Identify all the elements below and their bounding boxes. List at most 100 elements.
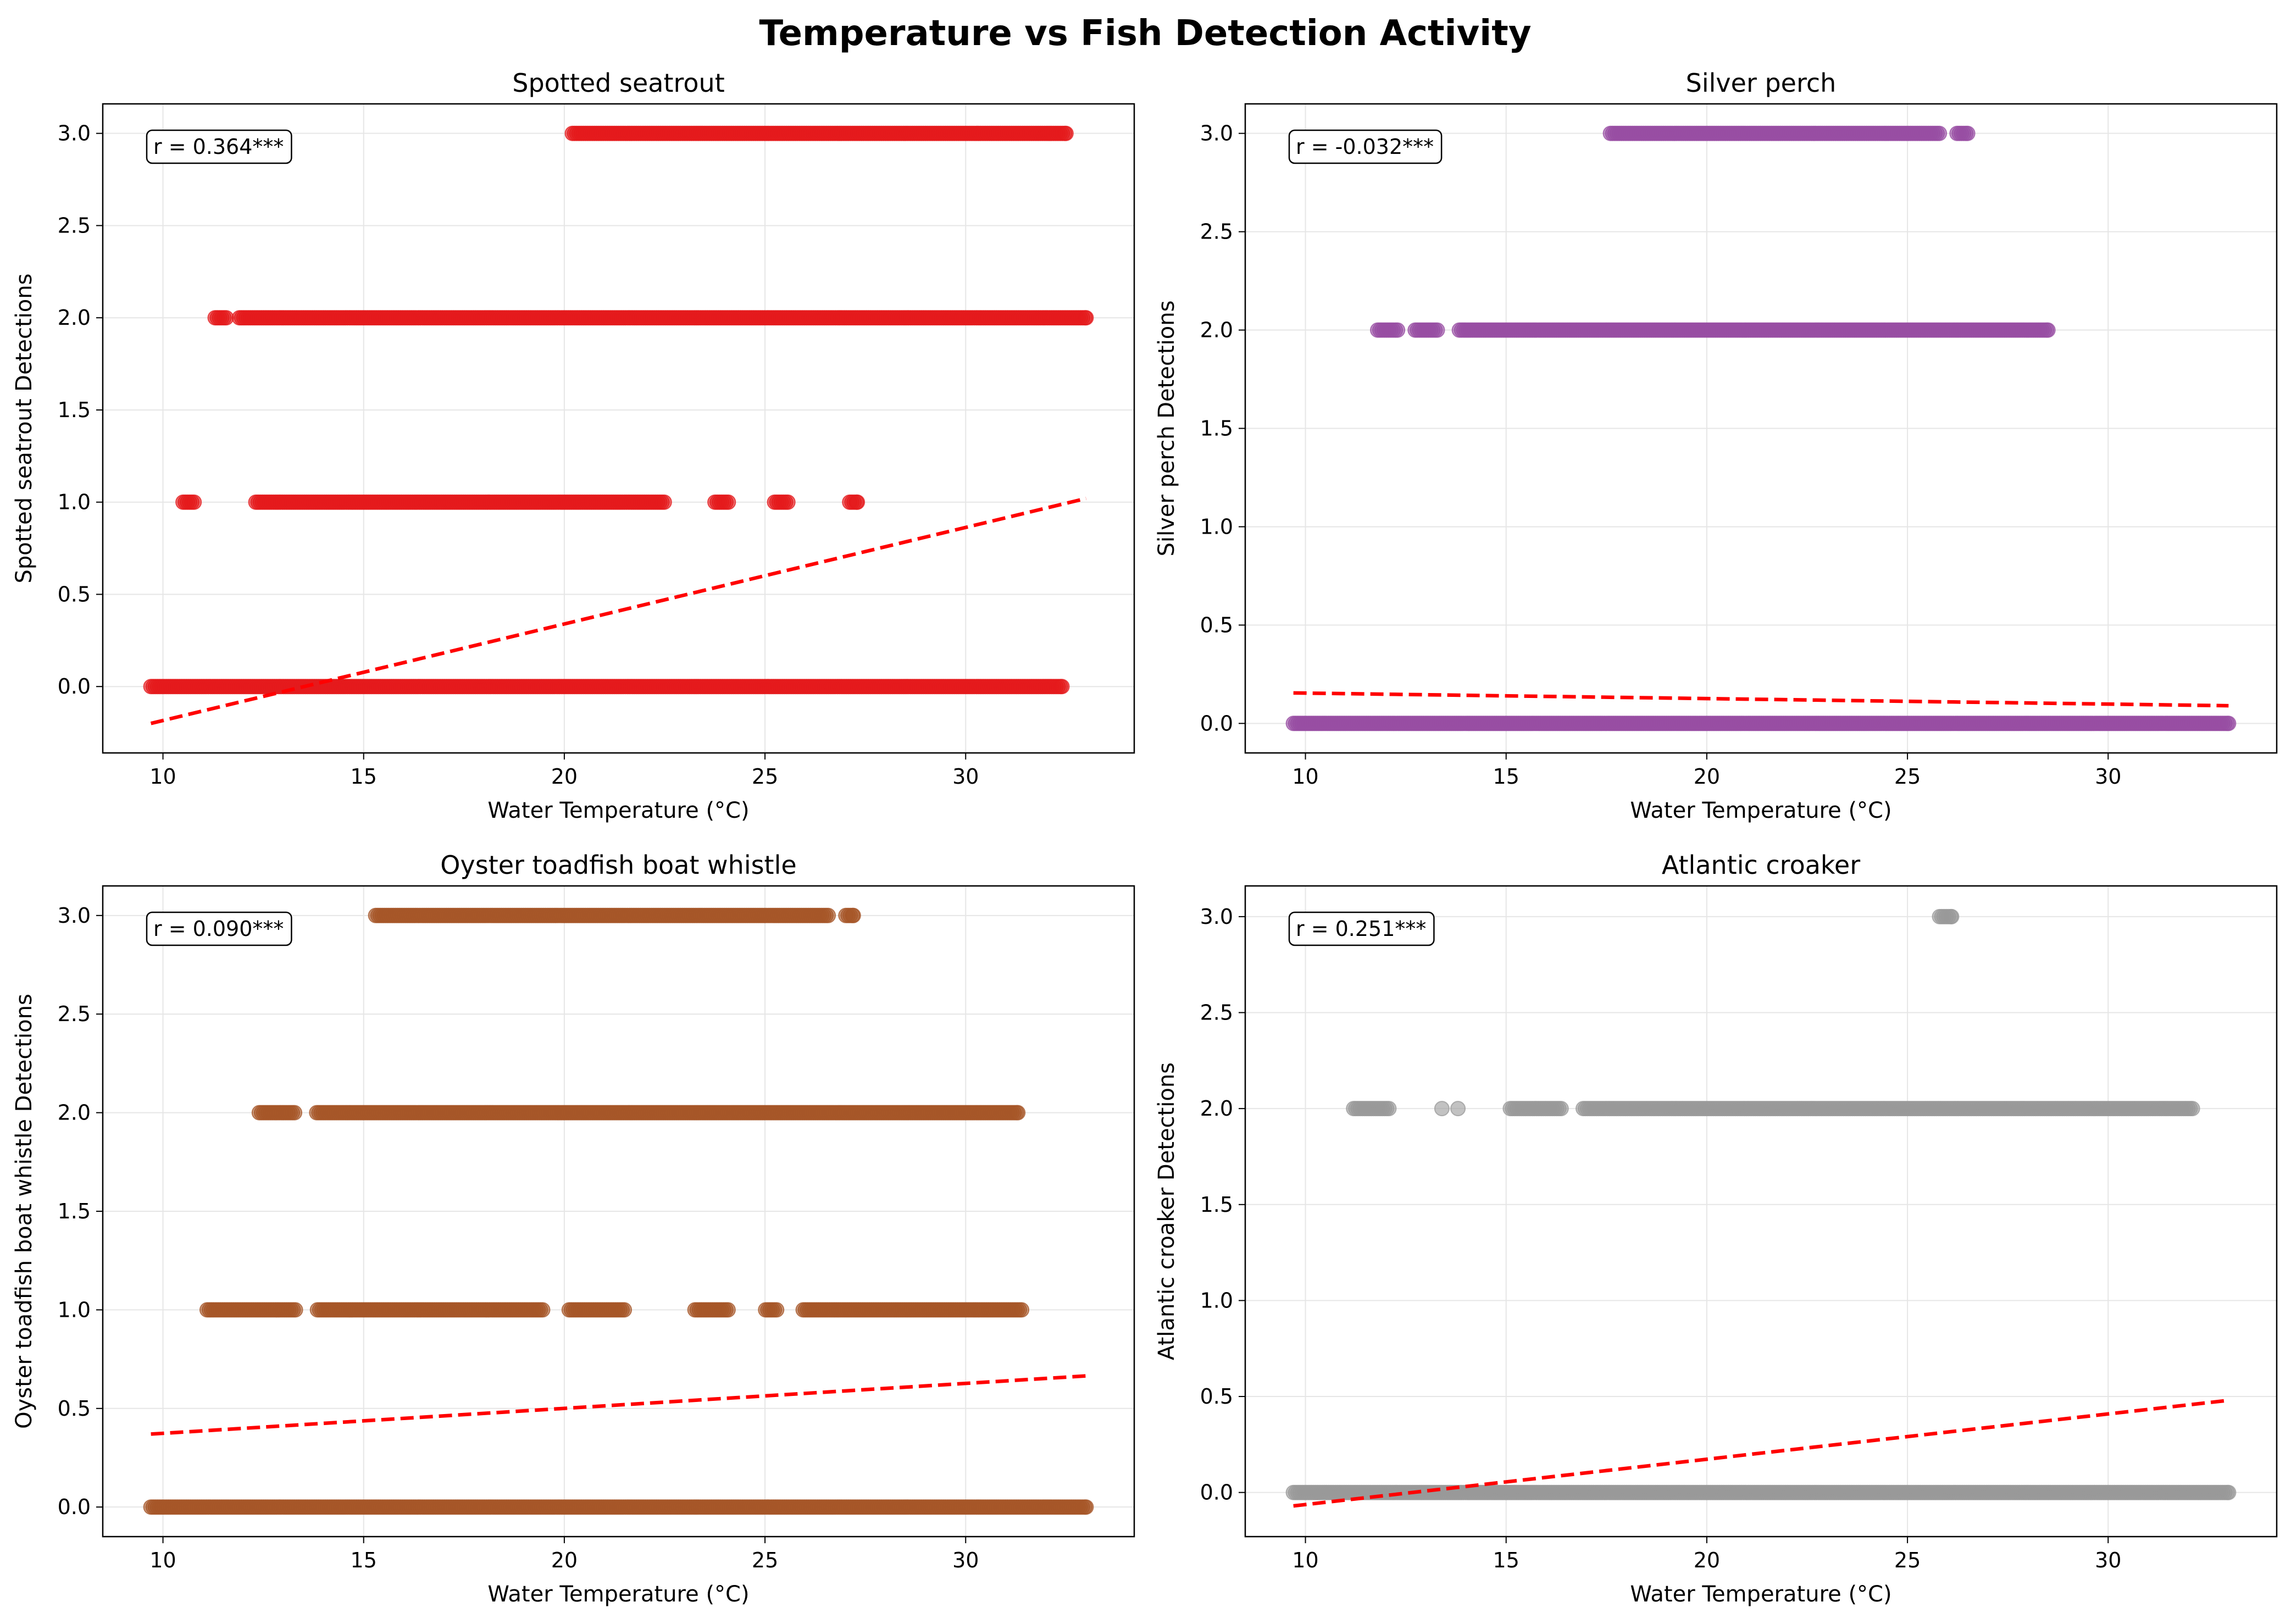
spotted-seatrout-x-tick-label: 20 (551, 764, 578, 789)
oyster-toadfish-x-tick-label: 25 (752, 1548, 778, 1572)
oyster-toadfish-subplot: 10 15 20 25 30 0.0 0.5 1.0 1.5 2.0 2.5 3.0 Oyster to… (12, 850, 1135, 1607)
spotted-seatrout-y-tick-label: 3.0 (58, 121, 91, 146)
atlantic-croaker-xlabel: Water Temperature (°C) (1630, 1582, 1891, 1607)
spotted-seatrout-x-tick-label: 25 (752, 764, 778, 789)
spotted-seatrout-ylabel: Spotted seatrout Detections (12, 274, 37, 584)
oyster-toadfish-point (769, 1302, 785, 1318)
atlantic-croaker-point (2221, 1484, 2237, 1500)
oyster-toadfish-x-tick-label: 20 (551, 1548, 578, 1572)
atlantic-croaker-point (1944, 908, 1960, 924)
oyster-toadfish-y-tick-label: 0.0 (58, 1495, 91, 1519)
spotted-seatrout-correlation-annotation: r = 0.364*** (146, 129, 292, 164)
silver-perch-y-tick-label: 0.0 (1200, 711, 1233, 735)
oyster-toadfish-point (287, 1302, 303, 1318)
atlantic-croaker-x-tick-label: 15 (1493, 1548, 1519, 1572)
oyster-toadfish-correlation-annotation: r = 0.090*** (146, 911, 292, 946)
oyster-toadfish-point (287, 1105, 303, 1121)
silver-perch-x-tick-label: 15 (1493, 764, 1519, 789)
atlantic-croaker-x-tick-label: 20 (1694, 1548, 1720, 1572)
spotted-seatrout-point (186, 494, 202, 510)
spotted-seatrout-y-tick-label: 2.0 (58, 306, 91, 330)
oyster-toadfish-point (720, 1302, 736, 1318)
spotted-seatrout-trend-line (150, 496, 1087, 725)
spotted-seatrout-y-tick-label: 2.5 (58, 213, 91, 237)
silver-perch-x-tick-label: 20 (1694, 764, 1720, 789)
silver-perch-point (1390, 322, 1406, 338)
oyster-toadfish-y-tick-label: 0.5 (58, 1396, 91, 1421)
spotted-seatrout-xlabel: Water Temperature (°C) (487, 798, 749, 823)
oyster-toadfish-point (820, 907, 836, 923)
spotted-seatrout-y-tick-label: 0.5 (58, 582, 91, 606)
atlantic-croaker-point (2184, 1101, 2200, 1117)
oyster-toadfish-point (617, 1302, 633, 1318)
oyster-toadfish-point (1014, 1302, 1030, 1318)
spotted-seatrout-point (1054, 679, 1070, 695)
oyster-toadfish-point (845, 907, 861, 923)
spotted-seatrout-x-tick-label: 30 (952, 764, 979, 789)
oyster-toadfish-x-tick-label: 30 (952, 1548, 979, 1572)
spotted-seatrout-x-tick-label: 15 (351, 764, 377, 789)
spotted-seatrout-point (656, 494, 672, 510)
silver-perch-y-tick-label: 3.0 (1200, 121, 1233, 146)
spotted-seatrout-point (1058, 125, 1074, 141)
oyster-toadfish-y-tick-label: 1.5 (58, 1199, 91, 1223)
oyster-toadfish-point (535, 1302, 551, 1318)
silver-perch-trend-line (1293, 691, 2229, 708)
oyster-toadfish-point (1078, 1499, 1094, 1515)
silver-perch-correlation-text: r = -0.032*** (1296, 135, 1434, 159)
spotted-seatrout-subplot: 10 15 20 25 30 0.0 0.5 1.0 1.5 2.0 2.5 3.0 Spotted s… (12, 68, 1135, 823)
silver-perch-point (2040, 322, 2056, 338)
spotted-seatrout-correlation-box (146, 129, 292, 164)
silver-perch-correlation-annotation: r = -0.032*** (1288, 129, 1443, 164)
oyster-toadfish-correlation-text: r = 0.090*** (153, 917, 284, 941)
oyster-toadfish-y-tick-label: 2.5 (58, 1002, 91, 1026)
atlantic-croaker-ylabel: Atlantic croaker Detections (1154, 1062, 1179, 1360)
atlantic-croaker-axes-frame (1244, 885, 2278, 1538)
spotted-seatrout-title: Spotted seatrout (512, 68, 724, 98)
spotted-seatrout-point (218, 310, 234, 326)
oyster-toadfish-x-tick-label: 15 (351, 1548, 377, 1572)
spotted-seatrout-point (850, 494, 866, 510)
silver-perch-y-tick-label: 1.5 (1200, 417, 1233, 441)
atlantic-croaker-y-tick-label: 3.0 (1200, 905, 1233, 929)
spotted-seatrout-y-tick-label: 1.5 (58, 398, 91, 422)
atlantic-croaker-point (1553, 1101, 1569, 1117)
silver-perch-x-tick-label: 25 (1894, 764, 1921, 789)
spotted-seatrout-y-tick-label: 1.0 (58, 490, 91, 514)
silver-perch-x-tick-label: 30 (2095, 764, 2121, 789)
atlantic-croaker-y-tick-label: 1.5 (1200, 1193, 1233, 1217)
silver-perch-point (2221, 716, 2237, 731)
silver-perch-title: Silver perch (1686, 68, 1837, 98)
silver-perch-y-tick-label: 1.0 (1200, 514, 1233, 539)
silver-perch-correlation-box (1288, 129, 1443, 164)
oyster-toadfish-xlabel: Water Temperature (°C) (487, 1582, 749, 1607)
silver-perch-x-tick-label: 10 (1292, 764, 1318, 789)
atlantic-croaker-y-tick-label: 0.0 (1200, 1481, 1233, 1505)
spotted-seatrout-point (720, 494, 736, 510)
figure-title: Temperature vs Fish Detection Activity (759, 13, 1531, 54)
silver-perch-point (1960, 125, 1976, 141)
oyster-toadfish-ylabel: Oyster toadfish boat whistle Detections (12, 994, 37, 1429)
spotted-seatrout-axes-frame (102, 103, 1135, 754)
atlantic-croaker-y-tick-label: 2.5 (1200, 1001, 1233, 1025)
oyster-toadfish-x-tick-label: 10 (149, 1548, 176, 1572)
spotted-seatrout-correlation-text: r = 0.364*** (153, 135, 284, 159)
atlantic-croaker-point (1450, 1101, 1466, 1117)
atlantic-croaker-x-tick-label: 30 (2095, 1548, 2121, 1572)
atlantic-croaker-title: Atlantic croaker (1662, 850, 1860, 880)
spotted-seatrout-point (780, 494, 796, 510)
atlantic-croaker-point (1381, 1101, 1397, 1117)
oyster-toadfish-y-tick-label: 3.0 (58, 904, 91, 928)
atlantic-croaker-y-tick-label: 2.0 (1200, 1096, 1233, 1121)
silver-perch-ylabel: Silver perch Detections (1154, 301, 1179, 557)
atlantic-croaker-point (1434, 1101, 1450, 1117)
spotted-seatrout-y-tick-label: 0.0 (58, 674, 91, 699)
silver-perch-point (1429, 322, 1445, 338)
oyster-toadfish-point (1010, 1105, 1026, 1121)
atlantic-croaker-y-tick-label: 1.0 (1200, 1288, 1233, 1312)
silver-perch-subplot: 10 15 20 25 30 0.0 0.5 1.0 1.5 2.0 2.5 3.0 Silver pe… (1154, 68, 2278, 823)
oyster-toadfish-y-tick-label: 1.0 (58, 1298, 91, 1322)
silver-perch-xlabel: Water Temperature (°C) (1630, 798, 1891, 823)
oyster-toadfish-title: Oyster toadfish boat whistle (440, 850, 796, 880)
